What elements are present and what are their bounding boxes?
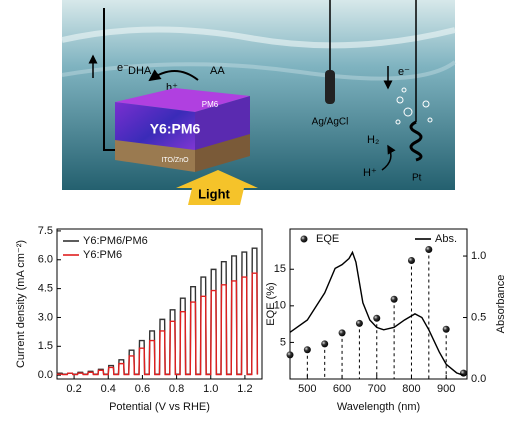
point: [373, 314, 381, 322]
y-tick-label: 5: [280, 336, 286, 348]
y2-tick-label: 1.0: [471, 250, 486, 262]
point: [303, 346, 311, 354]
x-axis-title: Wavelength (nm): [337, 401, 420, 413]
point: [407, 256, 415, 264]
wave: [61, 26, 456, 49]
x-tick-label: 600: [333, 383, 351, 395]
legend-label: Y6:PM6/PM6: [83, 235, 148, 247]
x-tick-label: 0.6: [135, 383, 150, 395]
bubbles: [395, 87, 433, 125]
schematic: e⁻ DHA AA h⁺ PM6 Y6:PM6 ITO/ZnO Light Ag…: [61, 0, 457, 205]
y-tick-label: 7.5: [38, 225, 53, 237]
reference-electrode: [325, 70, 335, 104]
wire: [103, 8, 118, 151]
substrate: [115, 140, 195, 172]
series-line: [56, 247, 259, 375]
x-tick-label: 500: [298, 383, 316, 395]
y-tick-label: 4.5: [38, 283, 53, 295]
y-tick-label: 6.0: [38, 254, 53, 266]
label: DHA: [128, 65, 152, 77]
label: Ag/AgCl: [312, 117, 349, 128]
substrate: [195, 134, 250, 172]
arrow: [148, 69, 199, 82]
series-line: [289, 250, 464, 376]
label: Y6:PM6: [150, 121, 201, 137]
x-tick-label: 0.8: [169, 383, 184, 395]
x-tick-label: 900: [437, 383, 455, 395]
x-tick-label: 800: [402, 383, 420, 395]
point: [390, 295, 398, 303]
label: Pt: [412, 173, 422, 184]
y-axis-title: Current density (mA cm⁻²): [15, 240, 27, 368]
light-arrow: [176, 170, 258, 205]
top-face: [115, 88, 250, 112]
label: AA: [210, 65, 225, 77]
point: [321, 340, 329, 348]
label: ITO/ZnO: [161, 157, 189, 164]
label: Light: [198, 186, 230, 201]
point: [442, 325, 450, 333]
y-tick-label: 3.0: [38, 311, 53, 323]
y-tick-label: 1.5: [38, 340, 53, 352]
legend-label: EQE: [316, 233, 339, 245]
point: [425, 245, 433, 253]
label: e⁻: [117, 62, 129, 74]
label: e⁻: [398, 66, 410, 78]
label: H⁺: [363, 167, 377, 179]
y-tick-label: 0.0: [38, 369, 53, 381]
legend-label: Y6:PM6: [83, 249, 122, 261]
point: [338, 329, 346, 337]
label: H₂: [367, 134, 379, 146]
label: PM6: [202, 100, 219, 109]
plot-frame: [289, 228, 468, 380]
y2-axis-title: Absorbance: [495, 275, 507, 334]
legend-swatch: [300, 235, 308, 243]
series-line: [56, 272, 259, 376]
x-tick-label: 700: [368, 383, 386, 395]
x-tick-label: 1.0: [203, 383, 218, 395]
y-tick-label: 15: [274, 263, 286, 275]
point: [286, 351, 294, 359]
y-tick-label: 10: [274, 300, 286, 312]
point: [355, 319, 363, 327]
x-tick-label: 0.4: [101, 383, 116, 395]
y-axis-title: EQE (%): [265, 282, 277, 325]
point: [460, 369, 468, 377]
y2-tick-label: 0.5: [471, 311, 486, 323]
plot-frame: [56, 228, 263, 380]
y2-tick-label: 0.0: [471, 373, 486, 385]
x-tick-label: 1.2: [237, 383, 252, 395]
x-tick-label: 0.2: [66, 383, 81, 395]
legend-label: Abs.: [435, 233, 457, 245]
x-axis-title: Potential (V vs RHE): [109, 401, 210, 413]
arrow: [381, 144, 396, 171]
wave: [61, 60, 457, 81]
pt-coil: [409, 120, 423, 162]
